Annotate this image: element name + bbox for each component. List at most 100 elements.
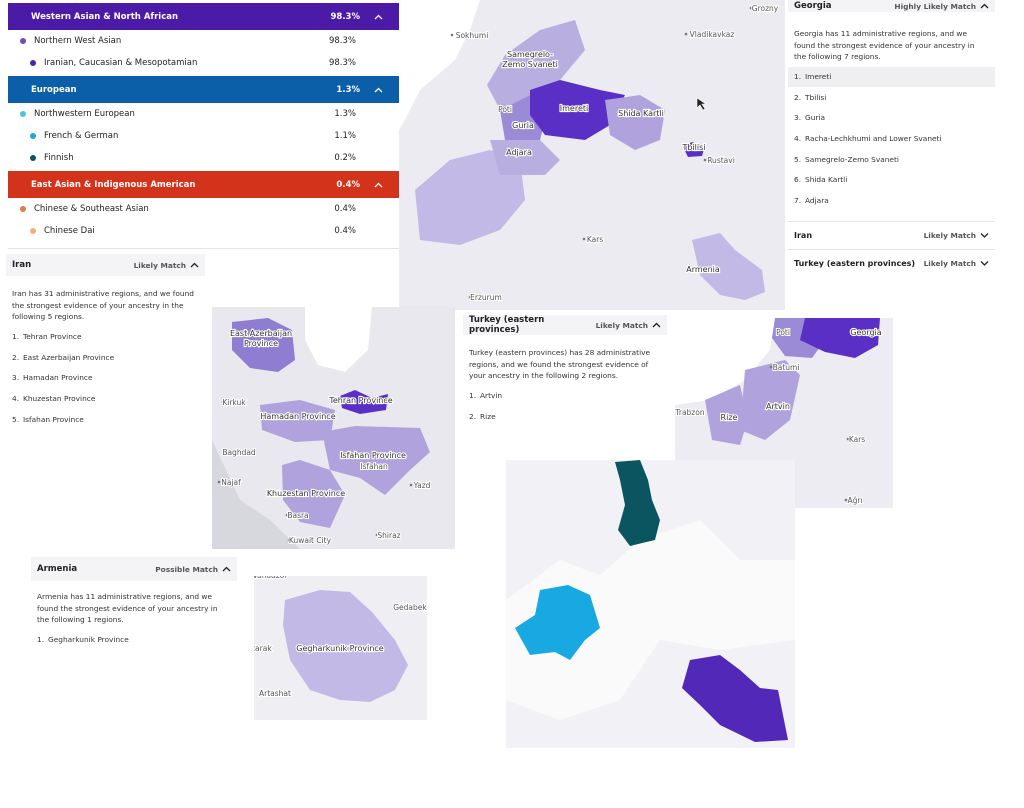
chevron[interactable] [222, 566, 231, 572]
panel-header: Georgia Highly Likely Match [788, 0, 995, 12]
item-name: Shida Kartli [805, 175, 848, 185]
region [490, 140, 560, 175]
chevron[interactable] [980, 3, 989, 9]
subregion-name: Finnish [44, 153, 74, 163]
panel-description: Georgia has 11 administrative regions, a… [794, 29, 975, 61]
city-label: Shiraz [377, 531, 400, 540]
region-label: Isfahan Province [340, 451, 406, 460]
city-label: Sokhumi [456, 31, 489, 40]
city-dot [450, 33, 454, 37]
region-label: Artvin [766, 402, 790, 411]
city-dot [217, 480, 221, 484]
match-label: Likely Match [923, 258, 976, 268]
city-dot [223, 450, 227, 454]
georgia-panel: Georgia Highly Likely Match Georgia has 11… [788, 0, 995, 277]
item-number: 3. [12, 373, 20, 383]
group-header[interactable]: European 1.3% [8, 76, 399, 103]
region-label: East Azerbaijan [230, 329, 292, 338]
map-georgia: Sokhumi Vladikavkaz Grozny Samegrelo-Zemo S… [399, 0, 785, 310]
city-label: Batumi [773, 363, 800, 372]
item-name: Racha-Lechkhumi and Lower Svaneti [805, 134, 942, 144]
city-label: Ağrı [847, 496, 862, 505]
city-label: Vanadzor [254, 576, 288, 580]
region [260, 400, 335, 442]
match-label: Likely Match [595, 320, 648, 330]
chevron[interactable] [980, 232, 989, 239]
panel-header: Armenia Possible Match [31, 557, 237, 581]
item-name: Gegharkunik Province [48, 635, 129, 645]
subregion-row: Chinese Dai 0.4% [8, 220, 399, 242]
region-label: Khuzestan Province [267, 489, 345, 498]
item-number: 1. [469, 391, 477, 401]
subregion-name: Iranian, Caucasian & Mesopotamian [44, 58, 198, 68]
collapsed-header[interactable]: Turkey (eastern provinces) Likely Match [788, 248, 995, 277]
chevron[interactable] [374, 14, 383, 20]
group-name: Western Asian & North African [31, 11, 179, 22]
land [212, 440, 300, 549]
ancestry-breakdown: Western Asian & North African 98.3% Northe… [8, 3, 399, 249]
chevron[interactable] [374, 182, 383, 188]
city-dot [375, 533, 379, 537]
panel-title: Armenia [37, 564, 78, 574]
region-row: Northern West Asian 98.3% [8, 30, 399, 52]
region-label: Gegharkunik Province [296, 644, 384, 653]
armenia-panel: Armenia Possible Match Armenia has 11 admi… [31, 557, 237, 658]
region [283, 590, 408, 702]
city-label: Kars [849, 435, 865, 444]
item-number: 6. [794, 175, 802, 185]
city-label: Isfahan [360, 462, 388, 471]
region-item: 1. Gegharkunik Province [31, 630, 237, 651]
dot [20, 38, 26, 44]
item-name: Samegrelo-Zemo Svaneti [805, 154, 899, 164]
item-name: Rize [480, 411, 496, 421]
region [322, 426, 430, 495]
region [232, 318, 295, 372]
chevron[interactable] [980, 260, 989, 267]
dot [30, 155, 36, 161]
panel-description: Iran has 31 administrative regions, and … [12, 289, 194, 321]
item-name: Tbilisi [805, 92, 827, 102]
city-label: Ashtarak [254, 644, 272, 653]
group-header[interactable]: Western Asian & North African 98.3% [8, 3, 399, 30]
region [415, 150, 525, 245]
region-label: Samegrelo- [507, 50, 553, 59]
region-label: Georgia [850, 328, 881, 337]
region-item: 3. Guria [788, 108, 995, 129]
region-percent: 98.3% [328, 36, 356, 46]
sea [675, 318, 775, 405]
dot [20, 206, 26, 212]
city-dot [261, 691, 265, 695]
city-label: Poti [776, 328, 790, 337]
city-label: Kars [587, 235, 603, 244]
item-number: 2. [469, 411, 477, 421]
chevron[interactable] [374, 87, 383, 93]
region [692, 233, 765, 300]
map-europe [506, 460, 795, 748]
region-item: 4. Khuzestan Province [6, 388, 205, 409]
city-dot [221, 400, 225, 404]
subregion-row: Iranian, Caucasian & Mesopotamian 98.3% [8, 52, 399, 74]
map-armenia: Vanadzor Gedabek Gegharkunik Province Ashta… [254, 576, 427, 720]
item-name: Artvin [480, 391, 503, 401]
item-number: 1. [794, 72, 802, 82]
dot [30, 60, 36, 66]
region-row: Northwestern European 1.3% [8, 103, 399, 125]
group-header[interactable]: East Asian & Indigenous American 0.4% [8, 171, 399, 198]
city-label: Baghdad [222, 448, 256, 457]
chevron[interactable] [652, 322, 661, 328]
match-label: Likely Match [133, 260, 186, 270]
chevron[interactable] [190, 262, 199, 268]
region-item: 5. Samegrelo-Zemo Svaneti [788, 149, 995, 170]
city-label: Najaf [221, 478, 241, 487]
dot [30, 228, 36, 234]
region [282, 460, 345, 528]
region-label: Armenia [686, 265, 720, 274]
item-name: Imereti [805, 72, 832, 82]
collapsed-header[interactable]: Iran Likely Match [788, 220, 995, 249]
region-row: Chinese & Southeast Asian 0.4% [8, 198, 399, 220]
region-item: 4. Racha-Lechkhumi and Lower Svaneti [788, 128, 995, 149]
item-number: 2. [794, 92, 802, 102]
item-name: Tehran Province [23, 332, 82, 342]
region [800, 318, 880, 358]
